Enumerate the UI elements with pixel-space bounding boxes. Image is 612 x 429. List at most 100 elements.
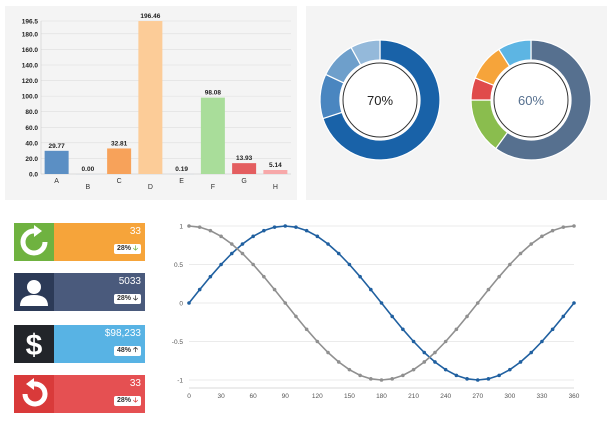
bar: [138, 21, 163, 175]
y-tick-label: 0.0: [29, 172, 38, 179]
bar-value-label: 13.93: [236, 155, 253, 162]
badge-percent: 28%: [116, 295, 131, 302]
series-point: [561, 225, 566, 229]
x-tick-label: C: [117, 178, 122, 185]
y-tick-label: 60.0: [25, 125, 38, 132]
stat-tile-revenue[interactable]: $ $98,233 48% 🡡: [14, 325, 145, 363]
stat-body: $98,233 48% 🡡: [54, 325, 145, 363]
series-point: [497, 373, 501, 378]
series-point: [240, 242, 245, 246]
badge-percent: 28%: [116, 245, 131, 252]
series-point: [540, 234, 544, 239]
series-point: [433, 350, 437, 355]
donut-panel: 70% 60%: [306, 6, 607, 200]
donut-hole: [340, 60, 420, 140]
stat-icon-box: [14, 223, 54, 261]
bar: [232, 163, 257, 174]
y-tick-label: 140.0: [22, 62, 39, 69]
x-tick-label: 90: [282, 393, 290, 400]
series-point: [379, 378, 384, 382]
series-point: [379, 301, 384, 305]
donut-hole: [491, 60, 571, 140]
y-tick-label: 196.5: [22, 19, 39, 26]
series-point: [422, 360, 427, 364]
series-point: [336, 360, 341, 364]
x-tick-label: 210: [408, 393, 419, 400]
x-tick-label: 60: [250, 393, 258, 400]
series-point: [390, 314, 394, 319]
x-tick-label: 30: [217, 393, 225, 400]
user-icon: [20, 280, 48, 306]
series-point: [508, 367, 512, 372]
series-point: [529, 350, 534, 355]
x-tick-label: G: [241, 178, 246, 185]
stat-badge: 28% 🡣: [113, 294, 141, 304]
series-point: [486, 287, 491, 292]
series-point: [315, 234, 320, 239]
bar: [107, 148, 132, 174]
undo-icon: [22, 378, 48, 407]
stat-badge: 28% 🡣: [113, 244, 141, 254]
x-tick-label: A: [54, 178, 59, 185]
donut-inner-ring: [493, 62, 569, 138]
y-tick-label: 0: [179, 301, 183, 308]
line-chart: 1 0.5 0 -0.5 -1 0 30 60 90 120 150 180 210 240 270 300 3…: [172, 224, 580, 401]
series-point: [283, 224, 288, 228]
series-point: [561, 314, 566, 319]
trend-down-icon: 🡣: [132, 295, 138, 302]
bar-value-label: 196.46: [140, 13, 160, 20]
bar-value-label: 29.77: [48, 143, 65, 150]
series-point: [197, 225, 202, 229]
stat-tile-users[interactable]: 5033 28% 🡣: [14, 273, 145, 311]
y-tick-label: 100.0: [22, 94, 39, 101]
donut-center-label: 60%: [518, 93, 544, 108]
bar-value-label: 5.14: [269, 162, 282, 169]
y-tick-label: 120.0: [22, 78, 39, 85]
series-point: [187, 224, 191, 228]
series-point: [475, 301, 480, 305]
series-point: [219, 262, 223, 267]
series-point: [486, 377, 491, 381]
y-tick-label: 160.0: [22, 47, 39, 54]
series-point: [572, 301, 576, 305]
series-point: [369, 287, 373, 292]
stat-value: 5033: [118, 276, 141, 287]
series-point: [518, 251, 523, 256]
x-tick-label: 120: [312, 393, 323, 400]
bar: [44, 150, 69, 174]
series-point: [358, 274, 362, 279]
bar: [200, 97, 225, 174]
stat-body: 5033 28% 🡣: [54, 273, 145, 311]
series-point: [229, 242, 234, 246]
series-point: [401, 327, 405, 332]
stat-icon-box: $: [14, 325, 54, 363]
series-point: [465, 377, 469, 381]
bar-chart-panel: 0.0 20.0 40.0 60.0 80.0 100.0 120.0 140.0 160.0 1…: [5, 6, 297, 200]
trend-up-icon: 🡡: [132, 347, 138, 354]
x-tick-label: F: [211, 184, 215, 191]
stat-tile-undo[interactable]: 33 28% 🡣: [14, 375, 145, 413]
stat-badge: 48% 🡡: [113, 346, 141, 356]
bar-chart: 0.0 20.0 40.0 60.0 80.0 100.0 120.0 140.0 160.0 1…: [22, 13, 291, 191]
series-point: [272, 287, 277, 292]
series-point: [529, 242, 534, 246]
bar: [263, 169, 288, 174]
series-point: [272, 225, 277, 229]
trend-down-icon: 🡣: [132, 397, 138, 404]
series-point: [229, 251, 234, 256]
stat-value: $98,233: [104, 328, 141, 339]
series-point: [401, 373, 405, 378]
series-point: [369, 377, 373, 381]
y-tick-label: 0.5: [174, 262, 183, 269]
series-point: [433, 360, 437, 364]
series-point: [262, 274, 266, 279]
bar-value-label: 0.00: [82, 166, 95, 173]
series-point: [197, 287, 202, 292]
series-point: [390, 377, 394, 381]
x-tick-label: 330: [536, 393, 547, 400]
series-point: [326, 350, 330, 355]
y-tick-label: 20.0: [25, 156, 38, 163]
stat-tile-refresh[interactable]: 33 28% 🡣: [14, 223, 145, 261]
stat-value: 33: [129, 378, 141, 389]
x-tick-label: H: [273, 184, 278, 191]
